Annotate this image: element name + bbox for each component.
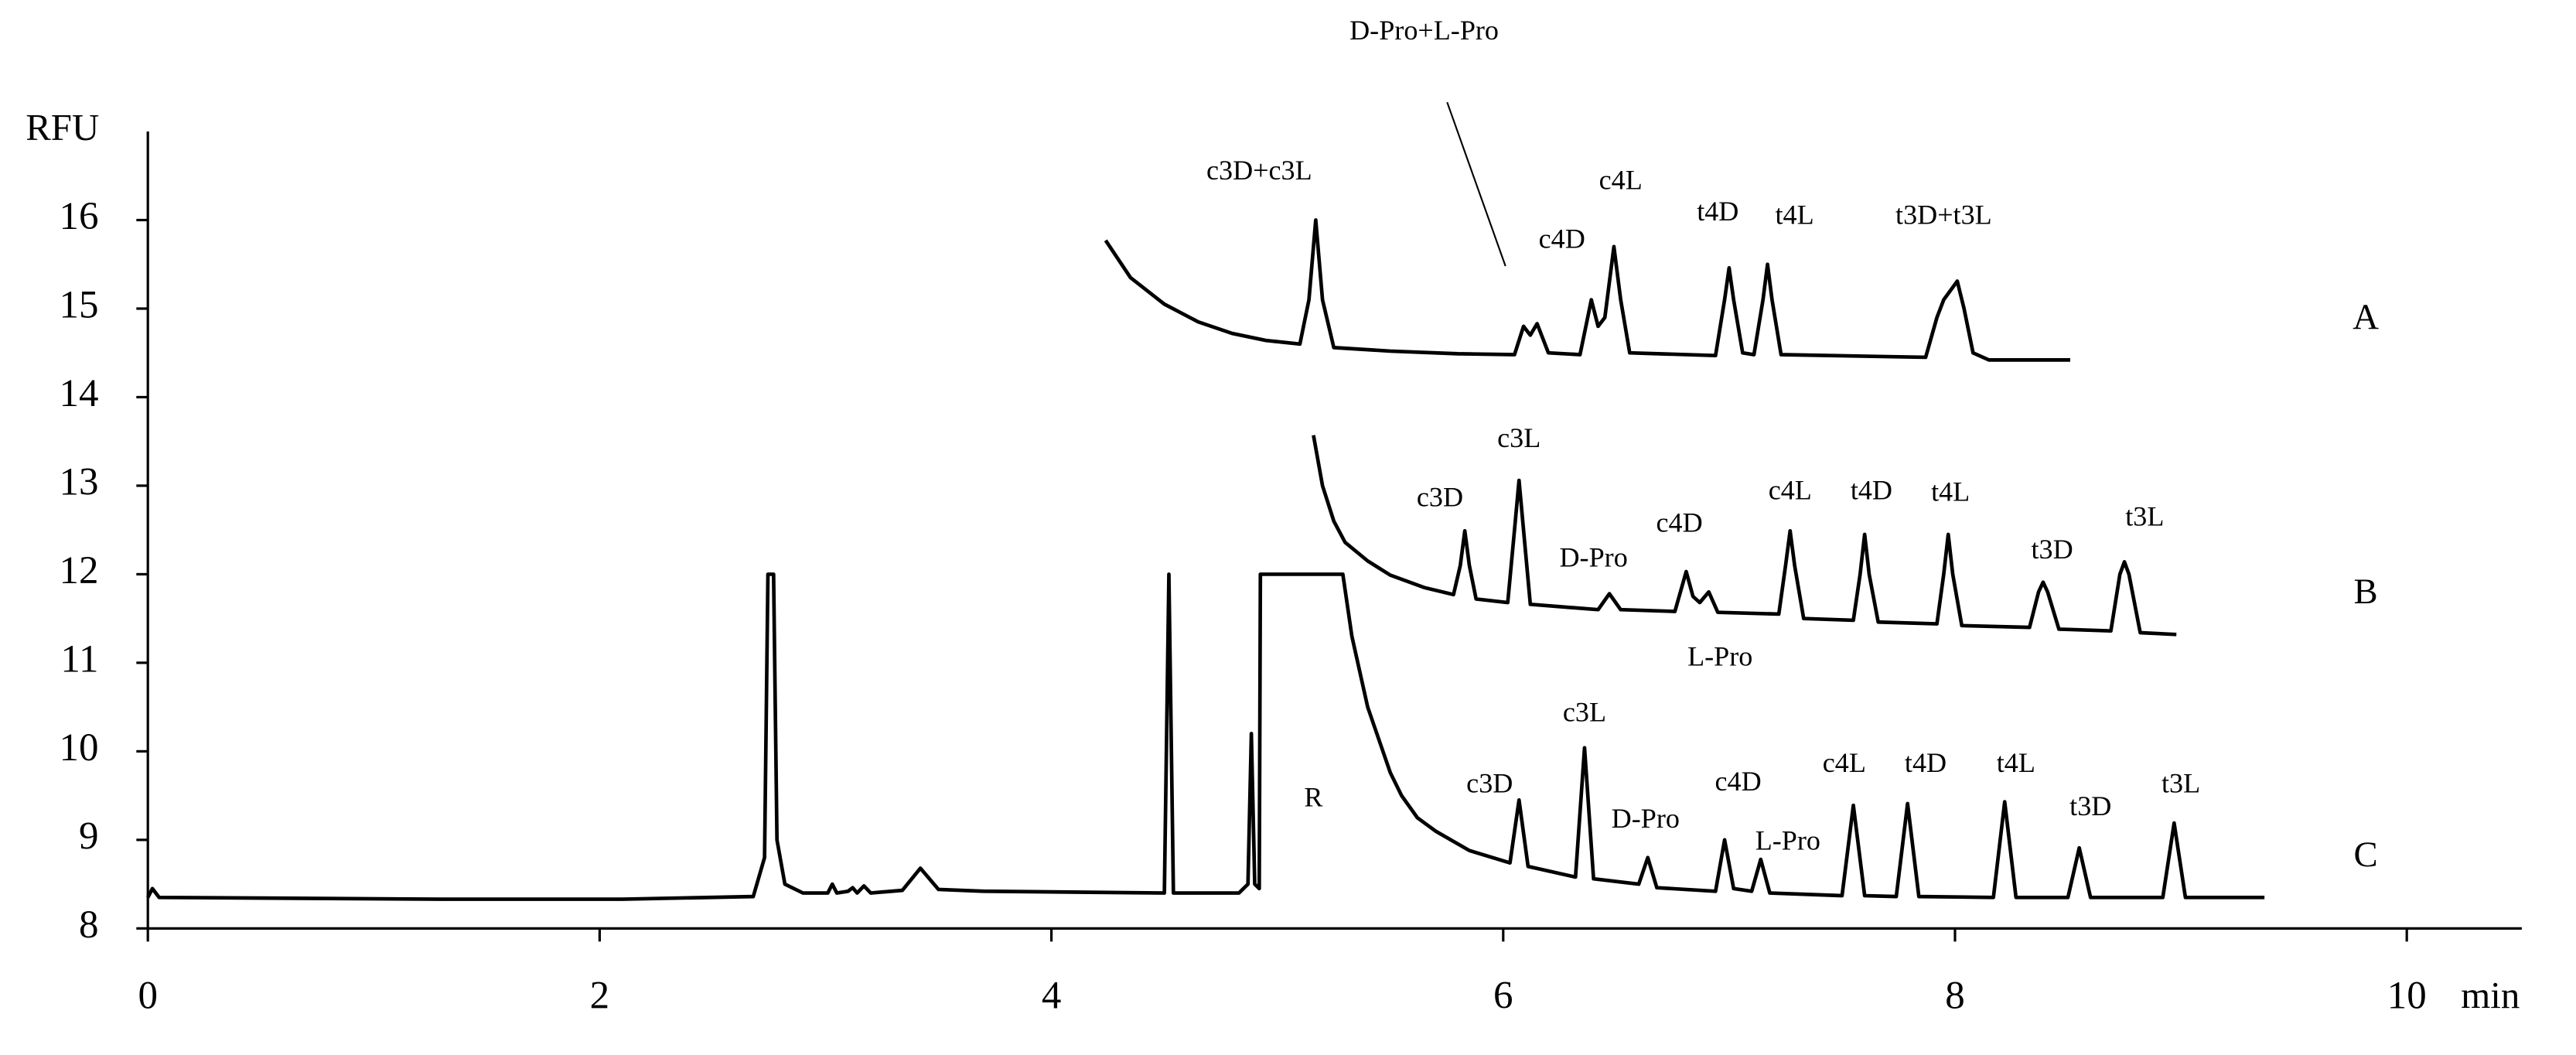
peak-label: L-Pro bbox=[1687, 641, 1752, 672]
peak-label: c4D bbox=[1656, 507, 1703, 538]
leader-line bbox=[1446, 101, 1506, 267]
y-tick-label: 9 bbox=[79, 815, 98, 859]
peak-label: t4L bbox=[1776, 199, 1814, 230]
peak-label: c3D bbox=[1466, 767, 1513, 798]
peak-label: c3D+c3L bbox=[1206, 155, 1312, 186]
peak-label: R bbox=[1304, 782, 1323, 813]
y-tick-label: 15 bbox=[59, 284, 98, 327]
trace bbox=[1312, 435, 2177, 637]
trace-name: A bbox=[2353, 297, 2379, 337]
peak-label: D-Pro+L-Pro bbox=[1349, 15, 1499, 46]
x-tick-label: 6 bbox=[1493, 974, 1513, 1017]
y-tick-label: 16 bbox=[59, 195, 98, 238]
y-tick-label: 12 bbox=[59, 549, 98, 592]
trace-name: C bbox=[2353, 835, 2377, 875]
y-tick-label: 11 bbox=[60, 638, 98, 681]
peak-label: c3D bbox=[1417, 482, 1463, 513]
trace-name: B bbox=[2353, 572, 2377, 612]
trace bbox=[146, 572, 2265, 901]
peak-label: c4L bbox=[1823, 747, 1866, 778]
peak-label: t3D+t3L bbox=[1895, 199, 1992, 230]
x-tick-label: 8 bbox=[1945, 974, 1964, 1017]
peak-label: t3D bbox=[2032, 534, 2073, 565]
y-axis-title: RFU bbox=[26, 106, 99, 149]
peak-label: D-Pro bbox=[1559, 541, 1627, 572]
y-tick-label: 14 bbox=[59, 372, 98, 415]
peak-label: t4D bbox=[1851, 474, 1892, 505]
peak-label: c4L bbox=[1769, 474, 1812, 505]
trace bbox=[1104, 218, 2070, 362]
x-tick-label: 4 bbox=[1042, 974, 1061, 1017]
peak-label: D-Pro bbox=[1612, 803, 1680, 834]
peak-label: c4D bbox=[1539, 223, 1585, 254]
y-tick-label: 10 bbox=[59, 726, 98, 770]
peak-label: c4D bbox=[1714, 766, 1761, 797]
peak-label: c4L bbox=[1599, 165, 1643, 196]
peak-label: t4D bbox=[1697, 196, 1738, 227]
x-tick-label: 10 bbox=[2387, 974, 2427, 1017]
x-tick-label: 2 bbox=[590, 974, 609, 1017]
peak-label: L-Pro bbox=[1755, 825, 1820, 856]
y-tick-label: 8 bbox=[79, 903, 98, 947]
peak-label: c3L bbox=[1563, 697, 1606, 728]
x-tick-label: 0 bbox=[138, 974, 157, 1017]
peak-label: t4D bbox=[1905, 747, 1947, 778]
peak-label: t4L bbox=[1931, 476, 1970, 507]
x-axis-title: min bbox=[2461, 974, 2520, 1016]
y-tick-label: 13 bbox=[59, 461, 98, 504]
peak-label: t3L bbox=[2161, 767, 2200, 798]
peak-label: t3D bbox=[2069, 790, 2111, 821]
peak-label: t3L bbox=[2125, 501, 2164, 532]
peak-label: c3L bbox=[1497, 422, 1540, 453]
peak-label: t4L bbox=[1997, 747, 2035, 778]
